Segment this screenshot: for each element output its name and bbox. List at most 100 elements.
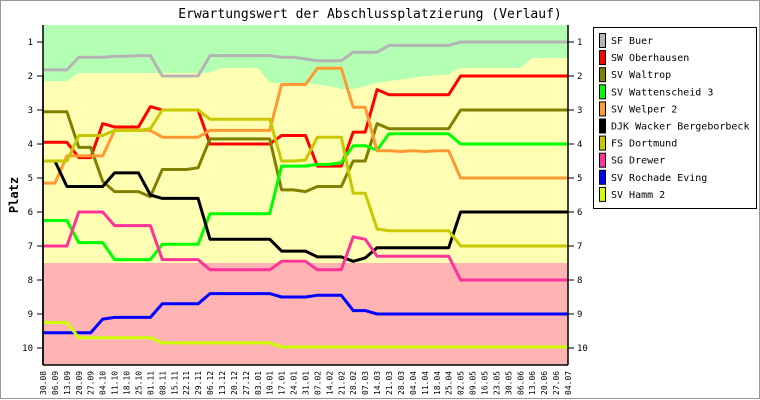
- y-tick-label-left: 4: [28, 140, 33, 150]
- legend-swatch: [599, 169, 606, 185]
- x-tick-label: 30.08: [39, 371, 48, 395]
- x-tick-label: 23.05: [492, 371, 501, 395]
- y-tick-label-left: 6: [28, 208, 33, 218]
- promotion-zone: [43, 25, 568, 89]
- x-tick-label: 20.12: [230, 371, 239, 395]
- y-tick-label-right: 7: [577, 242, 582, 252]
- x-tick-label: 06.12: [206, 371, 215, 395]
- legend-swatch: [599, 135, 606, 151]
- x-tick-label: 22.11: [182, 371, 191, 395]
- legend-label: SG Drewer: [611, 156, 665, 167]
- legend-box: [593, 27, 757, 209]
- legend-swatch: [599, 101, 606, 117]
- legend-swatch: [599, 67, 606, 83]
- series-lines: [43, 40, 568, 349]
- x-tick-label: 15.11: [170, 371, 179, 395]
- y-tick-label-left: 8: [28, 276, 33, 286]
- x-tick-label: 08.11: [158, 371, 167, 395]
- x-tick-label: 11.04: [421, 371, 430, 395]
- legend-swatch: [599, 152, 606, 168]
- legend-label: SV Waltrop: [611, 70, 671, 81]
- x-tick-label: 28.03: [397, 371, 406, 395]
- x-tick-label: 09.05: [469, 371, 478, 395]
- x-tick-label: 20.06: [540, 371, 549, 395]
- y-tick-label-right: 2: [577, 72, 582, 82]
- legend-swatch: [599, 84, 606, 100]
- legend-label: FS Dortmund: [611, 139, 677, 150]
- x-tick-label: 31.01: [302, 371, 311, 395]
- x-tick-label: 03.01: [254, 371, 263, 395]
- x-tick-label: 18.10: [123, 371, 132, 395]
- x-tick-label: 04.04: [409, 371, 418, 395]
- x-tick-label: 11.10: [111, 371, 120, 395]
- x-tick-label: 02.05: [457, 371, 466, 395]
- y-tick-label-left: 3: [28, 106, 33, 116]
- series-line-6: [53, 160, 568, 263]
- legend-swatch: [599, 118, 606, 134]
- x-tick-label: 04.07: [564, 371, 573, 395]
- series-line-7: [43, 108, 568, 248]
- x-tick-label: 06.09: [51, 371, 60, 395]
- legend-label: SV Rochade Eving: [611, 173, 707, 184]
- y-tick-label-right: 10: [577, 344, 588, 354]
- y-tick-label-left: 2: [28, 72, 33, 82]
- y-tick-label-right: 8: [577, 276, 582, 286]
- series-line-3: [43, 108, 568, 199]
- x-tick-label: 01.11: [146, 371, 155, 395]
- legend-label: SF Buer: [611, 36, 653, 47]
- x-tick-label: 27.06: [552, 371, 561, 395]
- x-tick-label: 17.01: [278, 371, 287, 395]
- x-tick-label: 24.01: [290, 371, 299, 395]
- y-tick-label-right: 5: [577, 174, 582, 184]
- x-tick-label: 07.03: [361, 371, 370, 395]
- x-tick-label: 16.05: [480, 371, 489, 395]
- y-tick-label-right: 1: [577, 38, 582, 48]
- y-tick-label-left: 1: [28, 38, 33, 48]
- legend-swatch: [599, 50, 606, 66]
- x-tick-label: 29.11: [194, 371, 203, 395]
- legend-label: SV Hamm 2: [611, 190, 665, 201]
- legend: SF Buer SW Oberhausen SV Waltrop SV Wattens…: [593, 27, 757, 209]
- legend-label: DJK Wacker Bergeborbeck: [611, 122, 749, 133]
- x-tick-label: 06.06: [516, 371, 525, 395]
- x-tick-label: 10.01: [266, 371, 275, 395]
- x-tick-label: 28.02: [349, 371, 358, 395]
- series-line-8: [43, 210, 568, 282]
- y-tick-label-left: 9: [28, 310, 33, 320]
- series-line-1: [43, 40, 568, 78]
- legend-label: SV Wattenscheid 3: [611, 87, 713, 98]
- series-line-2: [43, 74, 568, 168]
- y-axis-label: Platz: [7, 177, 21, 213]
- legend-label: SV Welper 2: [611, 104, 677, 115]
- y-tick-label-right: 3: [577, 106, 582, 116]
- y-tick-label-right: 6: [577, 208, 582, 218]
- x-tick-label: 14.03: [373, 371, 382, 395]
- y-tick-label-left: 7: [28, 242, 33, 252]
- y-tick-label-right: 9: [577, 310, 582, 320]
- x-tick-label: 25.10: [134, 371, 143, 395]
- x-tick-label: 25.04: [445, 371, 454, 395]
- y-tick-label-left: 5: [28, 174, 33, 184]
- x-tick-label: 21.03: [385, 371, 394, 395]
- x-tick-label: 30.05: [504, 371, 513, 395]
- series-line-9: [43, 292, 568, 335]
- legend-swatch: [599, 33, 606, 48]
- x-tick-label: 27.12: [242, 371, 251, 395]
- x-tick-label: 21.02: [337, 371, 346, 395]
- y-tick-label-left: 10: [22, 344, 33, 354]
- x-tick-label: 27.09: [87, 371, 96, 395]
- x-tick-label: 18.04: [433, 371, 442, 395]
- legend-label: SW Oberhausen: [611, 53, 689, 64]
- series-line-4: [43, 132, 568, 262]
- x-tick-label: 07.02: [313, 371, 322, 395]
- y-tick-label-right: 4: [577, 140, 582, 150]
- x-tick-label: 14.02: [325, 371, 334, 395]
- x-tick-label: 20.09: [75, 371, 84, 395]
- x-tick-label: 13.06: [528, 371, 537, 395]
- chart-title: Erwartungswert der Abschlussplatzierung …: [178, 7, 562, 22]
- legend-swatch: [599, 186, 606, 202]
- x-tick-label: 04.10: [99, 371, 108, 395]
